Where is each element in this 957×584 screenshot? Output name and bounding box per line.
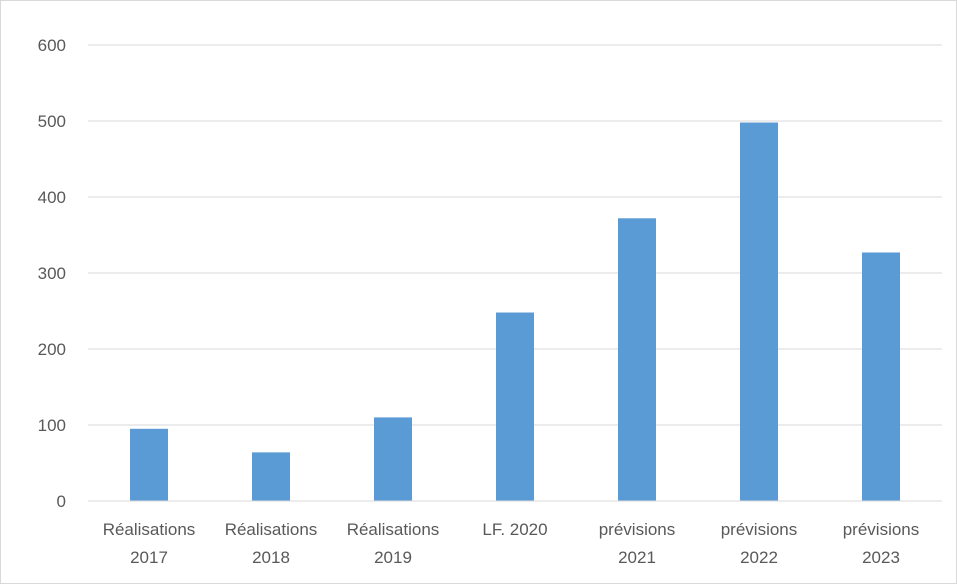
x-category-label-line: 2017 [130, 548, 168, 567]
x-category-label-line: Réalisations [225, 520, 318, 539]
x-category-label: prévisions 2023 [843, 520, 920, 567]
bar-6 [740, 122, 778, 502]
bar-5 [618, 218, 656, 501]
x-category-label-line: 2019 [374, 548, 412, 567]
x-category-label: prévisions 2022 [721, 520, 798, 567]
x-category-label-line: prévisions [721, 520, 798, 539]
y-tick-label: 600 [38, 36, 66, 55]
x-category-label-line: 2018 [252, 548, 290, 567]
y-tick-label: 400 [38, 188, 66, 207]
gridlines [88, 44, 942, 426]
y-axis-tick-labels: 0 100 200 300 400 500 600 [38, 36, 66, 511]
y-tick-label: 200 [38, 340, 66, 359]
x-category-label-line: 2022 [740, 548, 778, 567]
y-tick-label: 100 [38, 416, 66, 435]
x-category-label: Réalisations 2019 [347, 520, 440, 567]
x-category-label-line: Réalisations [347, 520, 440, 539]
bar-3 [374, 417, 412, 501]
x-category-label-line: 2023 [862, 548, 900, 567]
x-category-label-line: prévisions [599, 520, 676, 539]
x-category-label: Réalisations 2018 [225, 520, 318, 567]
x-category-label-line: LF. 2020 [482, 520, 547, 539]
x-category-label: Réalisations 2017 [103, 520, 196, 567]
bar-2 [252, 452, 290, 501]
x-category-label-line: Réalisations [103, 520, 196, 539]
y-tick-label: 300 [38, 264, 66, 283]
bar-1 [130, 428, 168, 501]
x-category-label: LF. 2020 [482, 520, 547, 539]
y-tick-label: 500 [38, 112, 66, 131]
bars [130, 122, 900, 502]
bar-7 [862, 252, 900, 501]
y-tick-label: 0 [57, 492, 66, 511]
bar-4 [496, 312, 534, 501]
x-category-label: prévisions 2021 [599, 520, 676, 567]
x-category-label-line: prévisions [843, 520, 920, 539]
x-category-label-line: 2021 [618, 548, 656, 567]
